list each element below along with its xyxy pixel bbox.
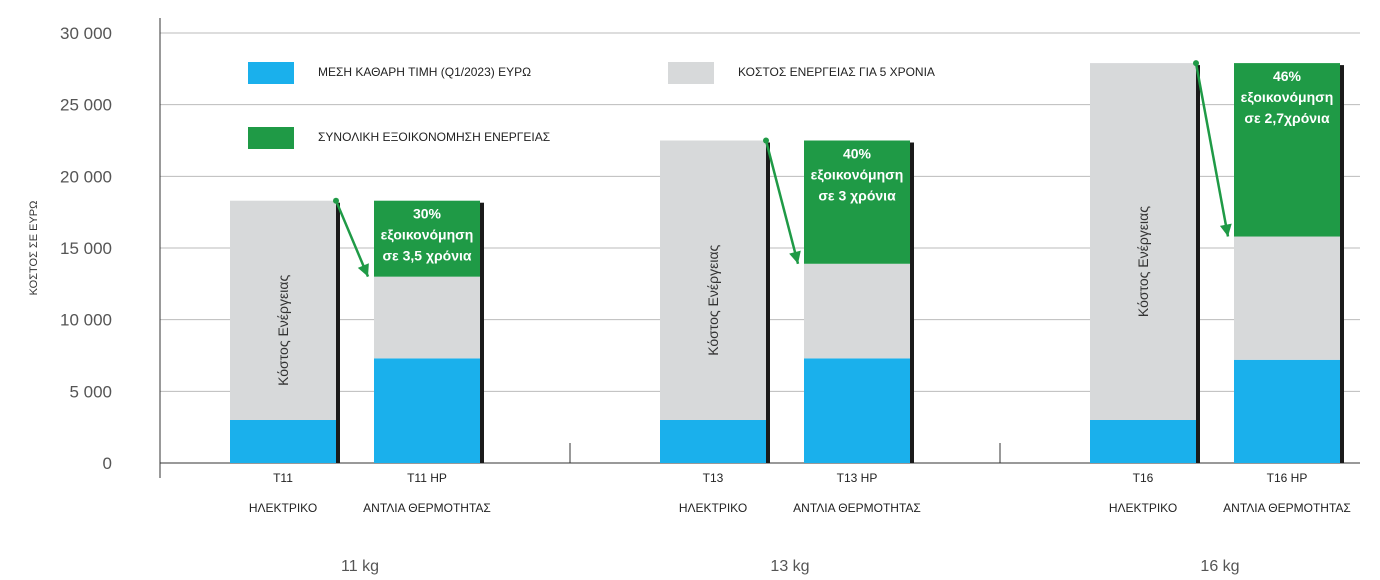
legend-label-price: ΜΕΣΗ ΚΑΘΑΡΗ ΤΙΜΗ (Q1/2023) ΕΥΡΩ (318, 65, 531, 79)
x-tick-type: ΑΝΤΛΙΑ ΘΕΡΜΟΤΗΤΑΣ (363, 501, 491, 515)
bar-shadow (766, 142, 770, 463)
savings-arrow (1194, 62, 1230, 237)
savings-label-line: σε 2,7χρόνια (1244, 110, 1330, 126)
arrow-start-dot (333, 197, 339, 204)
bar-shadow (336, 202, 340, 463)
bar-inner-label: Κόστος Ενέργειας (705, 244, 721, 355)
y-tick-label: 15 000 (60, 239, 112, 258)
y-tick-label: 25 000 (60, 96, 112, 115)
bar-energy-T13-HP (804, 263, 910, 359)
savings-arrow (334, 200, 370, 278)
bar-savings-T11-HP (374, 200, 480, 277)
y-tick-label: 0 (103, 454, 112, 473)
bar-price-T11 (230, 420, 336, 463)
savings-arrow (764, 140, 800, 265)
x-tick-type: ΑΝΤΛΙΑ ΘΕΡΜΟΤΗΤΑΣ (793, 501, 921, 515)
savings-label-line: σε 3,5 χρόνια (382, 248, 471, 264)
bar-energy-T16 (1090, 63, 1196, 420)
x-tick-type: ΗΛΕΚΤΡΙΚΟ (249, 501, 317, 515)
savings-label-line: εξοικονόμηση (811, 167, 904, 183)
x-tick-type: ΑΝΤΛΙΑ ΘΕΡΜΟΤΗΤΑΣ (1223, 501, 1351, 515)
savings-label-line: 40% (843, 146, 872, 162)
bar-price-T11-HP (374, 358, 480, 463)
bar-price-T13 (660, 420, 766, 463)
bar-price-T16 (1090, 420, 1196, 463)
y-axis-label: ΚΟΣΤΟΣ ΣΕ ΕΥΡΩ (28, 201, 40, 296)
bar-shadow (1196, 65, 1200, 463)
arrow-start-dot (1193, 60, 1199, 67)
x-tick-code: T11 (273, 471, 293, 485)
group-label: 13 kg (770, 558, 809, 575)
bar-shadow (910, 142, 914, 463)
legend-swatch-energy (668, 62, 714, 84)
savings-label-line: εξοικονόμηση (381, 227, 474, 243)
x-tick-code: T16 (1133, 471, 1154, 485)
arrow-head (1219, 223, 1232, 237)
arrow-head (789, 250, 801, 264)
bar-energy-T11 (230, 200, 336, 420)
bar-shadow (480, 202, 484, 463)
y-tick-label: 10 000 (60, 311, 112, 330)
legend-label-savings: ΣΥΝΟΛΙΚΗ ΕΞΟΙΚΟΝΟΜΗΣΗ ΕΝΕΡΓΕΙΑΣ (318, 130, 550, 144)
x-tick-type: ΗΛΕΚΤΡΙΚΟ (1109, 501, 1177, 515)
x-tick-type: ΗΛΕΚΤΡΙΚΟ (679, 501, 747, 515)
bar-price-T16-HP (1234, 359, 1340, 463)
savings-label-line: 30% (413, 206, 442, 222)
x-tick-code: T16 HP (1267, 471, 1308, 485)
bar-energy-T16-HP (1234, 236, 1340, 360)
bar-savings-T16-HP (1234, 63, 1340, 237)
arrow-head (357, 263, 369, 277)
legend-swatch-savings (248, 127, 294, 149)
savings-label-line: σε 3 χρόνια (818, 188, 896, 204)
bar-savings-T13-HP (804, 140, 910, 264)
bar-inner-label: Κόστος Ενέργειας (1135, 206, 1151, 317)
savings-label-line: 46% (1273, 68, 1302, 84)
savings-label-line: εξοικονόμηση (1241, 89, 1334, 105)
x-tick-code: T13 HP (837, 471, 878, 485)
legend-swatch-price (248, 62, 294, 84)
bar-inner-label: Κόστος Ενέργειας (275, 275, 291, 386)
y-tick-label: 5 000 (69, 382, 112, 401)
bar-energy-T13 (660, 140, 766, 420)
bar-price-T13-HP (804, 358, 910, 463)
group-label: 11 kg (341, 558, 379, 575)
legend-label-energy: ΚΟΣΤΟΣ ΕΝΕΡΓΕΙΑΣ ΓΙΑ 5 ΧΡΟΝΙΑ (738, 65, 935, 79)
bar-energy-T11-HP (374, 276, 480, 359)
bar-shadow (1340, 65, 1344, 463)
arrow-start-dot (763, 137, 769, 144)
y-tick-label: 20 000 (60, 167, 112, 186)
y-tick-label: 30 000 (60, 24, 112, 43)
x-tick-code: T11 HP (407, 471, 447, 485)
x-tick-code: T13 (703, 471, 724, 485)
group-label: 16 kg (1200, 558, 1239, 575)
